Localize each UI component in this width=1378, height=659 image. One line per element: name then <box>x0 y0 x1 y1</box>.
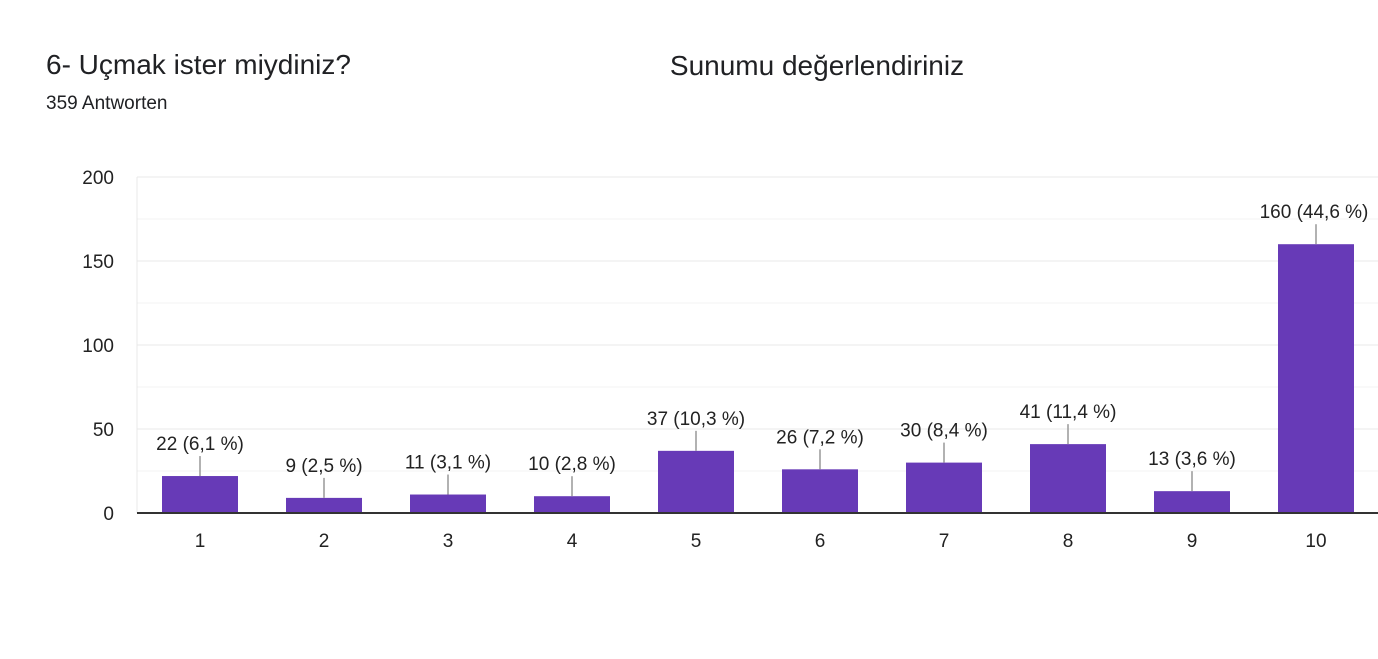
data-label: 22 (6,1 %) <box>156 434 244 455</box>
bar-1 <box>162 476 238 513</box>
bar-4 <box>534 496 610 513</box>
bar-6 <box>782 469 858 513</box>
bar-8 <box>1030 444 1106 513</box>
y-tick-label: 200 <box>82 168 114 189</box>
x-tick-label: 9 <box>1187 531 1198 552</box>
y-tick-label: 100 <box>82 336 114 357</box>
data-labels: 22 (6,1 %) 9 (2,5 %) 11 (3,1 %) 10 (2,8 %) 3… <box>156 202 1368 498</box>
gridlines <box>136 176 1378 513</box>
x-tick-label: 7 <box>939 531 950 552</box>
data-label: 30 (8,4 %) <box>900 421 988 442</box>
x-tick-label: 1 <box>195 531 206 552</box>
x-tick-label: 6 <box>815 531 826 552</box>
bar-7 <box>906 462 982 513</box>
x-tick-label: 4 <box>567 531 578 552</box>
bar-5 <box>658 450 734 513</box>
data-label: 160 (44,6 %) <box>1260 202 1369 223</box>
x-tick-label: 2 <box>319 531 330 552</box>
data-label: 26 (7,2 %) <box>776 427 864 448</box>
data-label: 11 (3,1 %) <box>405 453 491 474</box>
data-label: 37 (10,3 %) <box>647 409 745 430</box>
question-title: 6- Uçmak ister miydiniz? <box>46 49 351 80</box>
bars <box>162 244 1354 513</box>
data-label: 13 (3,6 %) <box>1148 449 1236 470</box>
data-label: 41 (11,4 %) <box>1020 402 1117 423</box>
response-count: 359 Antworten <box>46 93 168 114</box>
y-tick-label: 50 <box>93 420 114 441</box>
x-tick-label: 5 <box>691 531 702 552</box>
y-tick-label: 0 <box>103 504 114 525</box>
data-label: 9 (2,5 %) <box>285 456 362 477</box>
y-tick-label: 150 <box>82 252 114 273</box>
bar-9 <box>1154 491 1230 513</box>
chart-title: Sunumu değerlendiriniz <box>670 50 964 81</box>
y-axis-ticks: 0 50 100 150 200 <box>82 168 114 525</box>
bar-10 <box>1278 244 1354 513</box>
x-tick-label: 8 <box>1063 531 1074 552</box>
x-axis-ticks: 1 2 3 4 5 6 7 8 9 10 <box>195 531 1327 552</box>
x-tick-label: 3 <box>443 531 454 552</box>
bar-3 <box>410 494 486 513</box>
bar-2 <box>286 497 362 513</box>
data-label: 10 (2,8 %) <box>528 454 616 475</box>
x-tick-label: 10 <box>1305 531 1326 552</box>
